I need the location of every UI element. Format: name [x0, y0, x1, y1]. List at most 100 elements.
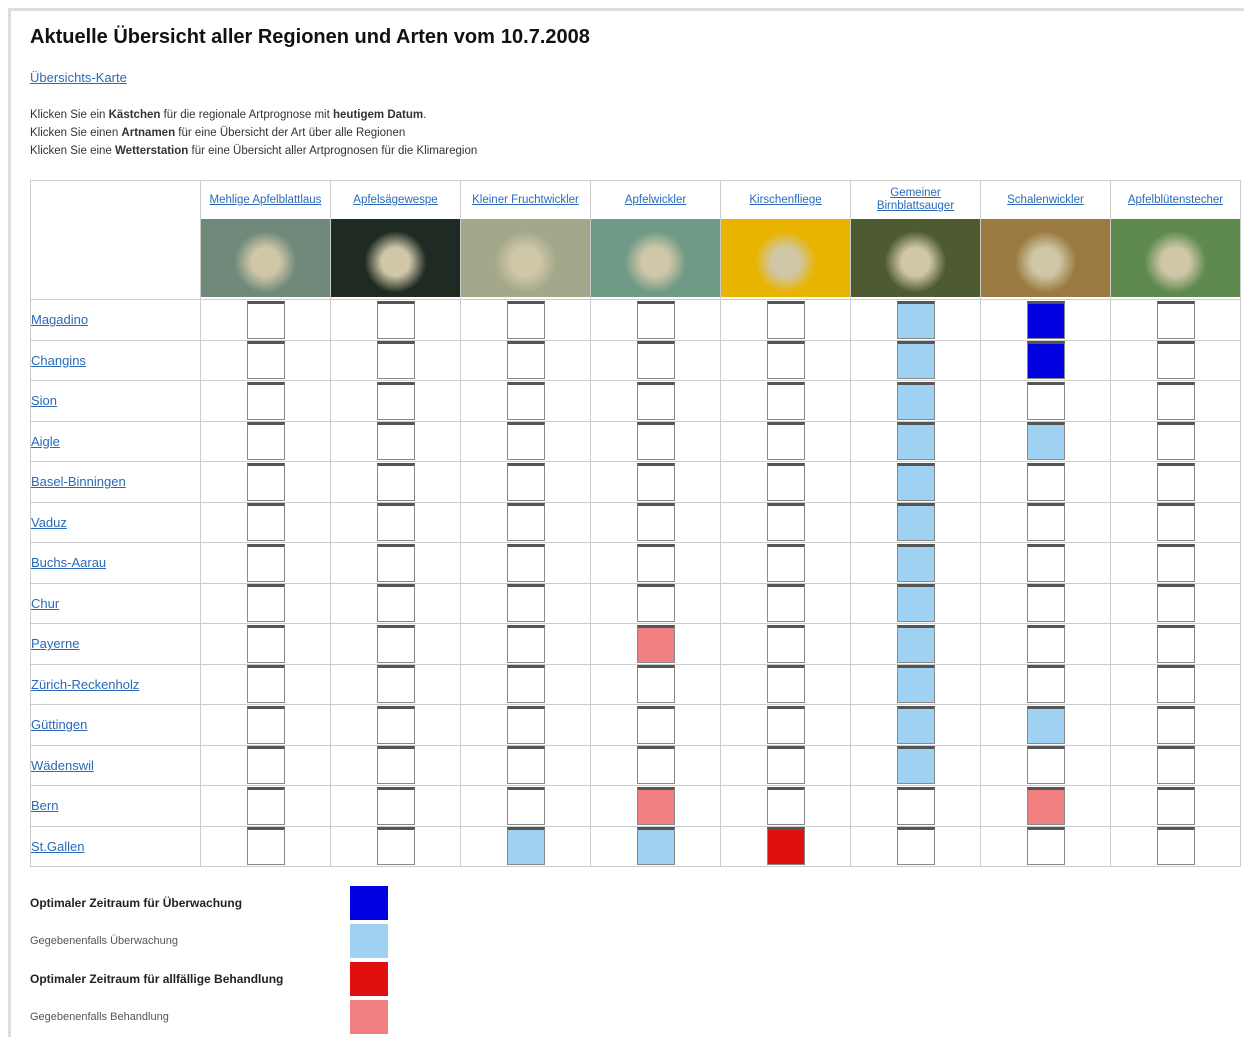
forecast-box[interactable]: [246, 786, 285, 825]
forecast-box[interactable]: [376, 462, 415, 501]
forecast-box[interactable]: [636, 827, 675, 866]
forecast-box[interactable]: [1156, 827, 1195, 866]
forecast-box[interactable]: [1026, 584, 1065, 623]
forecast-box[interactable]: [376, 705, 415, 744]
forecast-box[interactable]: [896, 341, 935, 380]
forecast-box[interactable]: [376, 503, 415, 542]
forecast-box[interactable]: [1026, 665, 1065, 704]
forecast-box[interactable]: [766, 786, 805, 825]
forecast-box[interactable]: [1156, 462, 1195, 501]
forecast-box[interactable]: [1026, 827, 1065, 866]
forecast-box[interactable]: [246, 624, 285, 663]
forecast-box[interactable]: [896, 827, 935, 866]
forecast-box[interactable]: [636, 381, 675, 420]
forecast-box[interactable]: [896, 381, 935, 420]
forecast-box[interactable]: [246, 705, 285, 744]
forecast-box[interactable]: [506, 462, 545, 501]
station-link[interactable]: Aigle: [31, 433, 60, 449]
map-link[interactable]: Übersichts-Karte: [30, 70, 127, 85]
forecast-box[interactable]: [506, 746, 545, 785]
forecast-box[interactable]: [766, 705, 805, 744]
forecast-box[interactable]: [376, 746, 415, 785]
forecast-box[interactable]: [896, 705, 935, 744]
forecast-box[interactable]: [896, 422, 935, 461]
forecast-box[interactable]: [1026, 786, 1065, 825]
forecast-box[interactable]: [376, 381, 415, 420]
species-link[interactable]: Gemeiner Birnblattsauger: [876, 187, 955, 212]
forecast-box[interactable]: [1026, 503, 1065, 542]
species-link[interactable]: Mehlige Apfelblattlaus: [209, 193, 322, 206]
species-link[interactable]: Kirschenfliege: [749, 193, 822, 206]
forecast-box[interactable]: [636, 503, 675, 542]
forecast-box[interactable]: [1156, 786, 1195, 825]
forecast-box[interactable]: [246, 665, 285, 704]
forecast-box[interactable]: [1026, 624, 1065, 663]
forecast-box[interactable]: [896, 665, 935, 704]
forecast-box[interactable]: [896, 462, 935, 501]
forecast-box[interactable]: [766, 300, 805, 339]
forecast-box[interactable]: [1026, 381, 1065, 420]
forecast-box[interactable]: [506, 422, 545, 461]
forecast-box[interactable]: [766, 584, 805, 623]
forecast-box[interactable]: [636, 624, 675, 663]
forecast-box[interactable]: [766, 422, 805, 461]
forecast-box[interactable]: [766, 827, 805, 866]
forecast-box[interactable]: [376, 584, 415, 623]
forecast-box[interactable]: [636, 584, 675, 623]
forecast-box[interactable]: [1026, 462, 1065, 501]
station-link[interactable]: Basel-Binningen: [31, 474, 126, 490]
station-link[interactable]: Güttingen: [31, 717, 88, 733]
forecast-box[interactable]: [766, 341, 805, 380]
station-link[interactable]: Zürich-Reckenholz: [31, 676, 140, 692]
forecast-box[interactable]: [766, 746, 805, 785]
forecast-box[interactable]: [1026, 543, 1065, 582]
forecast-box[interactable]: [636, 422, 675, 461]
forecast-box[interactable]: [636, 543, 675, 582]
station-link[interactable]: Chur: [31, 595, 60, 611]
station-link[interactable]: St.Gallen: [31, 838, 85, 854]
forecast-box[interactable]: [1156, 543, 1195, 582]
forecast-box[interactable]: [1026, 422, 1065, 461]
station-link[interactable]: Buchs-Aarau: [31, 555, 107, 571]
forecast-box[interactable]: [246, 462, 285, 501]
forecast-box[interactable]: [1156, 381, 1195, 420]
forecast-box[interactable]: [246, 746, 285, 785]
forecast-box[interactable]: [506, 300, 545, 339]
forecast-box[interactable]: [1156, 300, 1195, 339]
forecast-box[interactable]: [1156, 341, 1195, 380]
forecast-box[interactable]: [766, 462, 805, 501]
forecast-box[interactable]: [506, 786, 545, 825]
forecast-box[interactable]: [1026, 300, 1065, 339]
forecast-box[interactable]: [636, 462, 675, 501]
station-link[interactable]: Magadino: [31, 312, 89, 328]
station-link[interactable]: Wädenswil: [31, 757, 94, 773]
station-link[interactable]: Payerne: [31, 636, 80, 652]
forecast-box[interactable]: [1156, 746, 1195, 785]
forecast-box[interactable]: [896, 584, 935, 623]
forecast-box[interactable]: [246, 341, 285, 380]
forecast-box[interactable]: [376, 300, 415, 339]
forecast-box[interactable]: [506, 665, 545, 704]
station-link[interactable]: Vaduz: [31, 514, 67, 530]
station-link[interactable]: Sion: [31, 393, 58, 409]
species-link[interactable]: Apfelwickler: [624, 193, 687, 206]
forecast-box[interactable]: [896, 624, 935, 663]
forecast-box[interactable]: [896, 300, 935, 339]
species-link[interactable]: Schalenwickler: [1007, 193, 1084, 206]
forecast-box[interactable]: [376, 827, 415, 866]
forecast-box[interactable]: [636, 705, 675, 744]
station-link[interactable]: Bern: [31, 798, 59, 814]
forecast-box[interactable]: [1156, 705, 1195, 744]
forecast-box[interactable]: [766, 665, 805, 704]
species-link[interactable]: Kleiner Fruchtwickler: [472, 193, 579, 206]
forecast-box[interactable]: [376, 665, 415, 704]
forecast-box[interactable]: [506, 341, 545, 380]
forecast-box[interactable]: [896, 543, 935, 582]
forecast-box[interactable]: [1156, 584, 1195, 623]
forecast-box[interactable]: [636, 300, 675, 339]
forecast-box[interactable]: [506, 503, 545, 542]
forecast-box[interactable]: [246, 422, 285, 461]
forecast-box[interactable]: [246, 503, 285, 542]
forecast-box[interactable]: [1156, 422, 1195, 461]
forecast-box[interactable]: [1026, 341, 1065, 380]
